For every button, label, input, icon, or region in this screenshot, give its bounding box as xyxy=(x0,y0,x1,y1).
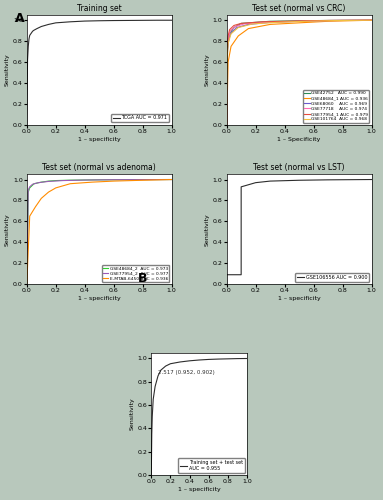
Legend: Training set + test set
AUC = 0.955: Training set + test set AUC = 0.955 xyxy=(178,458,245,472)
Text: A: A xyxy=(15,12,25,26)
Y-axis label: Sensitivity: Sensitivity xyxy=(5,54,10,86)
Title: Test set (normal vs CRC): Test set (normal vs CRC) xyxy=(252,4,346,13)
Legend: GSE48684_2  AUC = 0.973, GSE77954_2  AUC = 0.977, E-MTAB-6450 AUC = 0.936: GSE48684_2 AUC = 0.973, GSE77954_2 AUC =… xyxy=(102,264,169,282)
X-axis label: 1 – specificity: 1 – specificity xyxy=(278,296,321,301)
Y-axis label: Sensitivity: Sensitivity xyxy=(205,213,210,246)
Legend: TCGA AUC = 0.971: TCGA AUC = 0.971 xyxy=(111,114,169,122)
Legend: GSE106556 AUC = 0.900: GSE106556 AUC = 0.900 xyxy=(295,273,369,281)
Y-axis label: Sensitivity: Sensitivity xyxy=(5,213,10,246)
Y-axis label: Sensitivity: Sensitivity xyxy=(129,398,134,430)
Title: Training set: Training set xyxy=(77,4,121,13)
X-axis label: 1 – Specificity: 1 – Specificity xyxy=(277,137,321,142)
Y-axis label: Sensitivity: Sensitivity xyxy=(205,54,210,86)
Text: B: B xyxy=(138,272,147,285)
Text: 2.517 (0.952, 0.902): 2.517 (0.952, 0.902) xyxy=(158,370,215,374)
Legend: GSE42752   AUC = 0.990, GSE48684_1 AUC = 0.936, GSE68060    AUC = 0.969, GSE7771: GSE42752 AUC = 0.990, GSE48684_1 AUC = 0… xyxy=(303,90,369,122)
Title: Test set (normal vs adenoma): Test set (normal vs adenoma) xyxy=(43,163,156,172)
X-axis label: 1 – specificity: 1 – specificity xyxy=(178,487,221,492)
X-axis label: 1 – specificity: 1 – specificity xyxy=(78,137,121,142)
X-axis label: 1 – specificity: 1 – specificity xyxy=(78,296,121,301)
Title: Test set (normal vs LST): Test set (normal vs LST) xyxy=(253,163,345,172)
